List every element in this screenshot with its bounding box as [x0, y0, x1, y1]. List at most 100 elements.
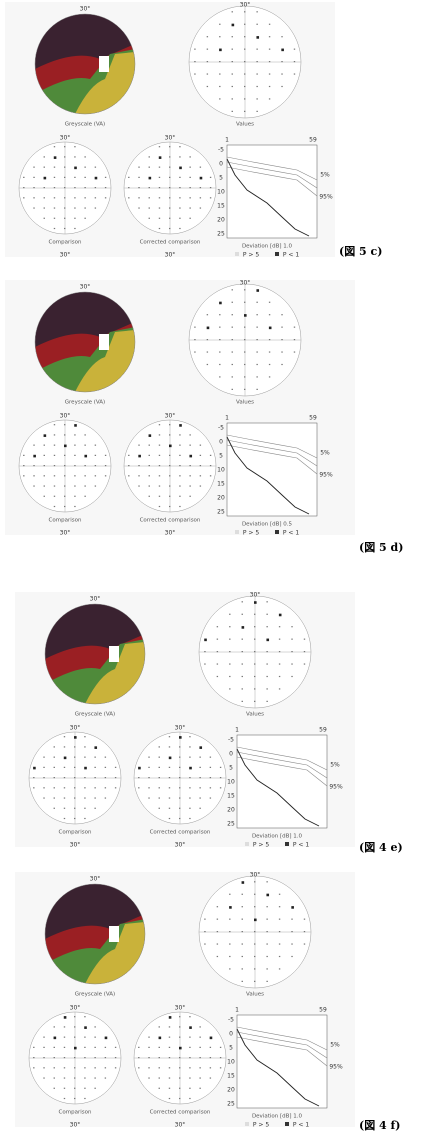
field-point — [189, 746, 191, 748]
comparison-label: Comparison — [49, 240, 82, 246]
field-point — [256, 289, 260, 292]
field-point — [64, 475, 66, 477]
field-point — [94, 465, 97, 467]
top-label: 30° — [90, 876, 101, 883]
field-point — [254, 675, 256, 678]
y-tick: 0 — [229, 1031, 233, 1038]
field-point — [74, 146, 76, 148]
field-point — [33, 454, 36, 458]
field-point — [194, 326, 196, 328]
field-point — [53, 495, 56, 497]
field-point — [268, 48, 271, 50]
field-point — [189, 166, 191, 168]
field-point — [199, 176, 203, 180]
field-point — [241, 980, 243, 982]
field-point — [268, 36, 271, 38]
field-point — [94, 1057, 96, 1059]
field-point — [168, 777, 171, 779]
y-tick: 0 — [219, 439, 223, 446]
field-point — [216, 906, 219, 908]
field-point — [114, 766, 117, 768]
field-point — [53, 444, 56, 446]
field-point — [244, 388, 246, 390]
field-point — [219, 326, 221, 328]
field-point — [266, 651, 268, 653]
field-point — [231, 351, 233, 353]
field-point — [291, 675, 293, 678]
field-point — [266, 663, 268, 665]
field-point — [84, 787, 86, 789]
field-point — [194, 73, 196, 75]
field-point — [168, 756, 172, 760]
field-point — [158, 485, 161, 487]
field-point — [229, 626, 231, 628]
field-point — [23, 187, 25, 189]
field-point — [229, 675, 231, 678]
field-point — [209, 1036, 213, 1040]
norm-curve — [226, 434, 318, 459]
field-point — [128, 475, 130, 477]
field-point — [33, 777, 35, 779]
field-point — [158, 807, 160, 809]
field-point — [179, 505, 181, 508]
field-point — [244, 36, 246, 38]
field-point — [138, 766, 141, 770]
curve-frame — [236, 734, 328, 829]
field-point — [64, 485, 66, 487]
band-label: 95% — [319, 194, 333, 201]
field-point — [199, 485, 202, 487]
field-point — [303, 918, 306, 920]
deviation-label: Deviation [dB] 0.5 — [242, 522, 293, 528]
field-point — [138, 176, 140, 178]
field-point — [148, 197, 150, 199]
field-point — [148, 1057, 150, 1059]
field-point — [254, 601, 257, 604]
field-point — [206, 61, 209, 63]
field-point — [209, 1057, 212, 1059]
field-point — [148, 176, 152, 180]
field-point — [266, 980, 268, 982]
field-point — [281, 61, 283, 63]
field-point — [293, 73, 296, 75]
field-point — [189, 156, 191, 158]
field-point — [254, 700, 256, 702]
field-point — [84, 766, 87, 770]
field-point — [266, 688, 268, 690]
field-point — [204, 918, 206, 920]
field-point — [219, 314, 221, 316]
field-point — [189, 736, 191, 738]
field-point — [168, 1097, 171, 1100]
greyscale-label: Greyscale (VA) — [65, 400, 105, 406]
field-point — [74, 1057, 76, 1059]
field-point — [158, 797, 160, 799]
field-point — [104, 176, 107, 178]
field-point — [231, 36, 233, 38]
field-point — [169, 465, 171, 467]
field-point — [158, 197, 161, 199]
field-point — [33, 1046, 35, 1048]
field-point — [244, 48, 246, 50]
field-point — [256, 301, 258, 303]
field-point — [43, 495, 45, 497]
field-point — [169, 424, 171, 426]
band-label: 5% — [330, 1042, 340, 1049]
field-point — [94, 797, 96, 799]
field-point — [33, 787, 35, 789]
field-point — [199, 465, 202, 467]
field-point — [231, 110, 233, 112]
norm-curve — [236, 1031, 328, 1059]
field-point — [84, 1077, 86, 1079]
field-point — [64, 187, 66, 189]
blind-spot — [109, 646, 119, 662]
field-point — [241, 918, 243, 920]
field-point — [138, 444, 140, 446]
field-point — [138, 475, 140, 477]
field-point — [53, 156, 57, 159]
field-point — [244, 73, 246, 75]
field-point — [216, 651, 219, 653]
field-point — [74, 777, 76, 779]
field-point — [43, 197, 45, 199]
field-point — [104, 787, 107, 789]
field-point — [278, 893, 281, 895]
legend-swatch — [285, 1122, 289, 1126]
